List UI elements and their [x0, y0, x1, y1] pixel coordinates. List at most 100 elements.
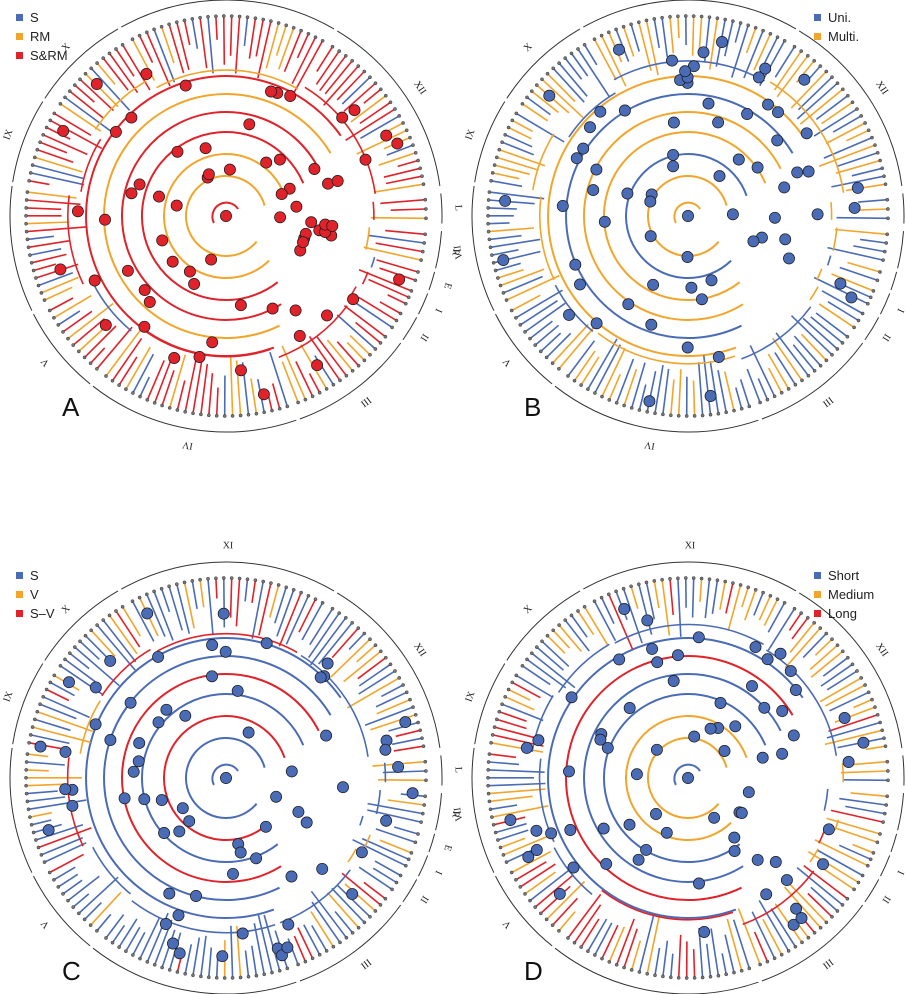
tip-branch — [168, 24, 185, 74]
tip-point — [152, 400, 157, 405]
ancestral-state-node — [331, 175, 344, 187]
tip-branch — [802, 632, 827, 659]
ancestral-state-node — [71, 205, 84, 218]
tip-point — [145, 398, 150, 402]
tip-point — [870, 135, 874, 140]
ancestral-state-node — [311, 359, 324, 372]
ancestral-state-node — [316, 862, 329, 875]
ancestral-state-node — [127, 765, 140, 778]
tip-branch — [393, 826, 419, 835]
tip-branch — [257, 914, 273, 973]
tip-point — [875, 150, 880, 155]
clade-label: I — [894, 869, 905, 877]
clade-connector — [347, 848, 357, 863]
tip-branch — [301, 602, 324, 641]
tip-branch — [385, 175, 423, 185]
tip-point — [408, 697, 412, 702]
tip-branch — [356, 644, 377, 663]
tip-point — [506, 687, 511, 692]
tip-branch — [835, 159, 881, 174]
tip-branch — [26, 769, 49, 772]
ancestral-state-node — [693, 877, 705, 890]
tip-branch — [570, 52, 589, 77]
tip-branch — [830, 809, 884, 823]
tip-branch — [230, 925, 234, 978]
tip-branch — [138, 35, 154, 63]
tip-point — [557, 623, 561, 627]
tip-point — [52, 315, 56, 320]
tip-branch — [796, 82, 839, 120]
tip-point — [175, 970, 180, 974]
tip-point — [621, 24, 626, 29]
tip-point — [873, 143, 877, 147]
tip-point — [676, 576, 680, 581]
tip-point — [845, 655, 850, 660]
root-node — [220, 210, 232, 222]
clade-connector — [532, 133, 555, 191]
tip-branch — [489, 234, 522, 241]
clade-label: II — [418, 894, 431, 905]
tip-point — [229, 14, 234, 18]
tip-point — [886, 207, 890, 211]
tip-branch — [115, 610, 141, 648]
tip-point — [572, 378, 577, 383]
legend-b-label-1: Uni. — [828, 10, 851, 25]
ancestral-state-node — [104, 734, 117, 746]
tip-branch — [698, 16, 703, 49]
backbone-arc — [141, 693, 305, 863]
tip-point — [622, 403, 626, 408]
root-node — [220, 772, 232, 784]
clade-arc — [761, 904, 864, 982]
tip-branch — [251, 581, 264, 639]
ancestral-state-node — [190, 890, 202, 902]
clade-arc — [890, 833, 898, 853]
tip-branch — [364, 706, 414, 727]
tip-branch — [845, 285, 872, 299]
tip-branch — [326, 892, 360, 929]
tip-point — [772, 394, 777, 399]
tip-point — [830, 914, 834, 919]
clade-connector — [67, 195, 84, 285]
panel-c: LREIIIIIIIVVVIIIXXXIXII S V S–V C — [0, 540, 464, 994]
tip-point — [48, 118, 53, 123]
clade-connector — [823, 788, 829, 811]
clade-connector — [139, 326, 271, 358]
ancestral-state-node — [692, 631, 705, 644]
tip-branch — [368, 234, 425, 244]
tip-branch — [308, 336, 341, 381]
clade-label: E — [441, 281, 453, 290]
tip-point — [47, 870, 52, 875]
legend-d-label-2: Medium — [828, 587, 874, 602]
tip-point — [368, 75, 372, 79]
tip-point — [806, 935, 811, 940]
tip-branch — [853, 698, 873, 709]
ancestral-state-node — [732, 153, 745, 166]
tip-branch — [358, 866, 393, 891]
tip-point — [691, 576, 696, 580]
tip-branch — [723, 371, 735, 411]
tip-point — [579, 945, 583, 949]
tip-point — [411, 705, 415, 709]
tip-point — [501, 291, 506, 295]
tip-point — [299, 590, 303, 595]
ancestral-state-node — [802, 165, 815, 178]
ancestral-state-node — [729, 720, 742, 733]
clade-label: R — [449, 810, 461, 819]
tip-branch — [311, 925, 328, 952]
clade-arc — [902, 755, 905, 786]
tip-point — [110, 378, 115, 383]
tip-point — [33, 717, 37, 722]
tip-branch — [30, 734, 70, 745]
tip-branch — [42, 696, 90, 719]
tip-point — [855, 669, 859, 673]
clade-arc — [897, 231, 904, 269]
ancestral-state-node — [594, 733, 607, 746]
tip-branch — [488, 769, 545, 773]
tip-branch — [524, 302, 566, 333]
ancestral-state-node — [337, 781, 349, 794]
tip-point — [518, 323, 523, 327]
tip-point — [523, 892, 527, 896]
tip-point — [835, 347, 840, 351]
tip-point — [424, 769, 428, 773]
tip-point — [824, 631, 829, 636]
